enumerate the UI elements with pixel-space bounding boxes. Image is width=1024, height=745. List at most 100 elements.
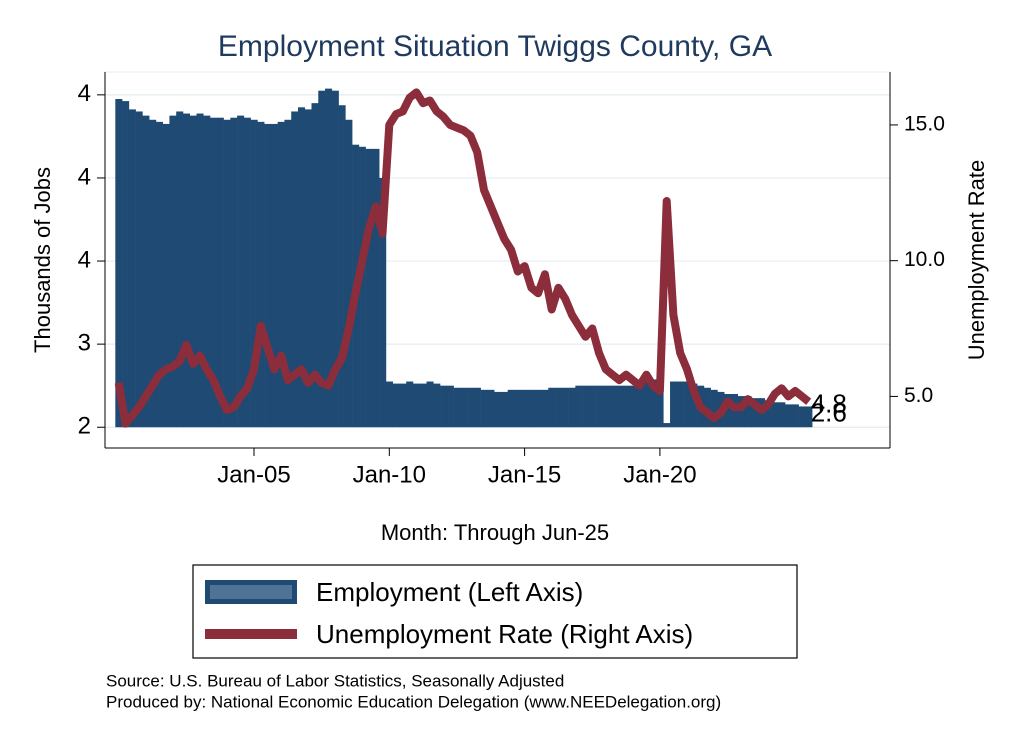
x-tick-label: Jan-05 [217, 461, 290, 488]
bar [216, 117, 224, 428]
bar [230, 117, 238, 428]
x-tick-label: Jan-20 [623, 461, 696, 488]
bar [602, 385, 610, 428]
bar [392, 383, 400, 428]
bar [690, 383, 698, 428]
bar [541, 389, 549, 428]
bar [243, 117, 251, 428]
y-axis-title: Thousands of Jobs [30, 167, 55, 353]
bar [162, 123, 170, 428]
bar [764, 400, 772, 428]
bar [122, 101, 130, 428]
line [114, 88, 812, 428]
bar [277, 121, 285, 428]
bar [561, 387, 569, 428]
value-label: 2.6 [811, 397, 847, 427]
bar [331, 90, 339, 428]
bar [588, 385, 596, 428]
bar [575, 385, 583, 428]
bar [656, 381, 664, 428]
bar [372, 148, 380, 428]
x-axis-title: Month: Through Jun-25 [381, 520, 609, 545]
bar [412, 383, 421, 428]
bar [169, 115, 177, 428]
bar [548, 387, 556, 428]
bar [325, 88, 333, 428]
bar [345, 119, 353, 428]
bar [487, 389, 495, 428]
bar [737, 396, 745, 428]
bar [304, 109, 312, 428]
source-note: Source: U.S. Bureau of Labor Statistics,… [106, 671, 564, 690]
bar [338, 105, 346, 428]
y-tick-label: 4 [78, 80, 91, 107]
bar [223, 119, 231, 428]
bar [203, 115, 211, 428]
bar [358, 146, 366, 428]
bar [379, 177, 387, 428]
bar [128, 109, 136, 428]
bar [440, 385, 448, 428]
bar [318, 90, 326, 428]
bar [433, 383, 441, 428]
bar [676, 381, 684, 428]
bar [494, 391, 502, 428]
chart-title: Employment Situation Twiggs County, GA [218, 30, 772, 63]
bar [555, 387, 563, 428]
bar [210, 117, 218, 428]
value-label: 4.8 [811, 389, 847, 419]
bar [142, 115, 150, 428]
bar [284, 119, 292, 428]
y-tick-label: 2 [78, 413, 91, 440]
y-tick-label: 3 [78, 329, 91, 356]
bar [196, 113, 204, 428]
bar [629, 385, 637, 428]
bar [365, 148, 373, 428]
bar [473, 387, 481, 428]
x-tick-label: Jan-15 [488, 461, 561, 488]
legend-label: Unemployment Rate (Right Axis) [316, 619, 693, 649]
legend-swatch-inner [210, 585, 292, 599]
bar [791, 404, 799, 428]
bar [399, 383, 407, 428]
bar [582, 385, 590, 428]
bar [642, 381, 651, 428]
y-tick-label: 4 [78, 246, 91, 273]
producer-note: Produced by: National Economic Education… [106, 692, 721, 711]
bar [527, 389, 536, 428]
y2-tick-label: 10.0 [904, 248, 945, 271]
x-tick-label: Jan-10 [353, 461, 426, 488]
bar [446, 385, 454, 428]
bar [311, 103, 319, 428]
bar [250, 119, 258, 428]
bar [237, 115, 245, 428]
bar [703, 387, 711, 428]
bar [426, 381, 434, 428]
bar [135, 111, 143, 428]
bar [480, 389, 488, 428]
bar [467, 387, 475, 428]
bar [257, 121, 265, 428]
y-tick-label: 4 [78, 163, 91, 190]
bar [264, 123, 272, 428]
bar [771, 402, 779, 428]
bar [500, 391, 508, 428]
y2-tick-label: 5.0 [904, 384, 933, 407]
bar [521, 389, 529, 428]
bar [460, 387, 468, 428]
bar [670, 381, 678, 428]
bar [155, 121, 163, 428]
bar [176, 111, 184, 428]
bar [805, 406, 813, 428]
bar [663, 423, 671, 428]
bar [778, 402, 786, 428]
bar [149, 119, 157, 428]
bar [297, 107, 306, 428]
bar [385, 381, 393, 428]
bar [115, 99, 123, 428]
bar [291, 111, 299, 428]
bar [649, 379, 657, 428]
bar [744, 396, 752, 428]
bar [568, 387, 576, 428]
